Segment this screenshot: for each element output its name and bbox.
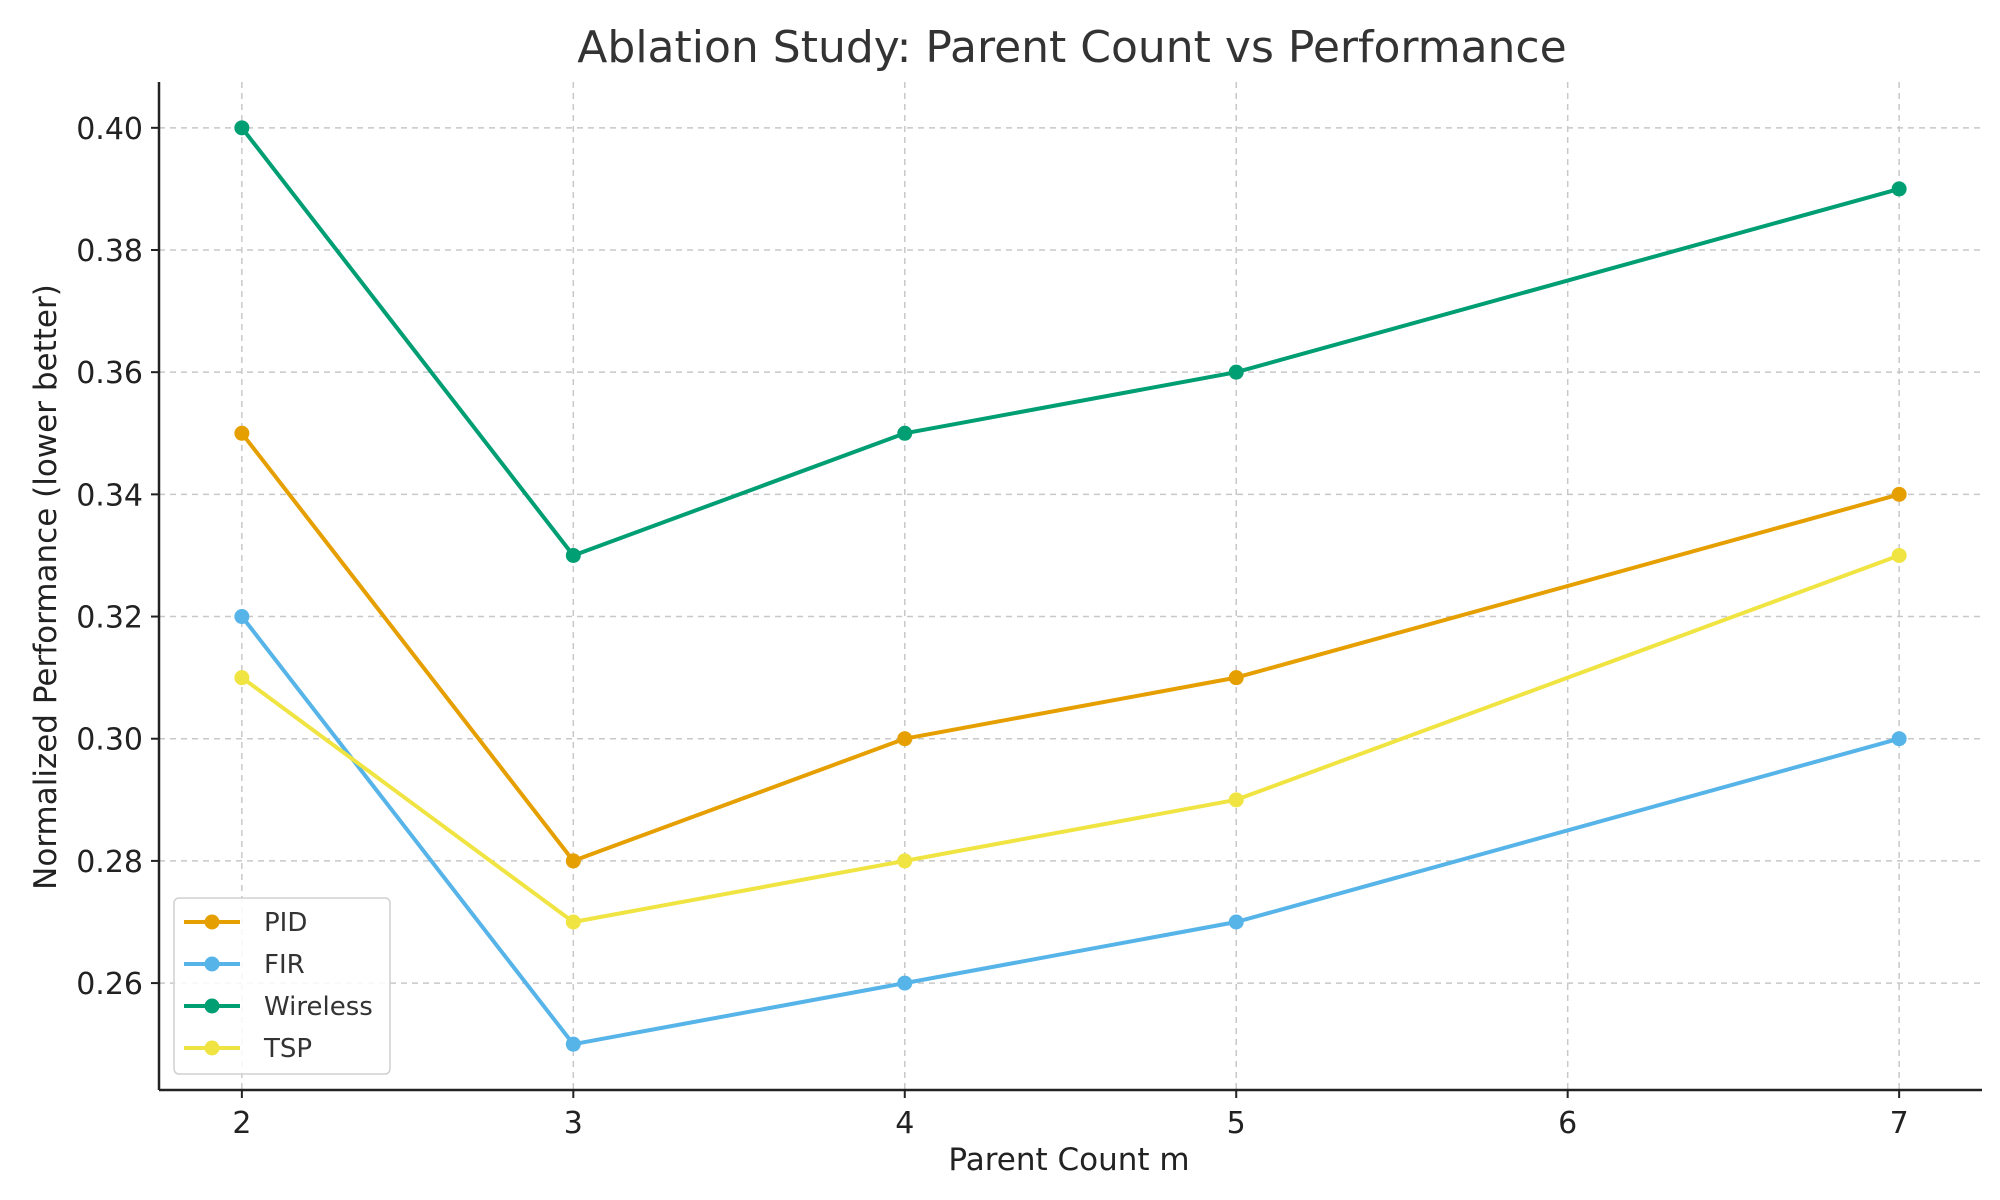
data-point-tsp <box>1891 547 1907 563</box>
y-tick-label: 0.40 <box>76 112 143 147</box>
x-tick-label: 4 <box>895 1106 914 1141</box>
legend-box <box>173 897 391 1075</box>
legend-item-pid: PID <box>184 908 307 938</box>
axes: 2 3 4 5 6 7 0.26 0.28 0.30 0.32 0.34 0.36 0.38 0.40 <box>76 82 1982 1141</box>
x-tick-label: 5 <box>1227 1106 1246 1141</box>
data-point-wireless <box>897 425 913 441</box>
legend-marker-fir <box>204 956 220 972</box>
chart-title: Ablation Study: Parent Count vs Performa… <box>577 22 1566 73</box>
data-point-pid <box>1891 486 1907 502</box>
data-point-wireless <box>565 547 581 563</box>
data-point-pid <box>234 425 250 441</box>
series-pid <box>234 425 1907 869</box>
legend-marker-wireless <box>204 998 220 1014</box>
legend-item-tsp: TSP <box>184 1034 312 1064</box>
legend-label-wireless: Wireless <box>264 992 373 1022</box>
series-line-wireless <box>240 126 1900 558</box>
legend-label-tsp: TSP <box>263 1034 312 1064</box>
series-wireless <box>234 120 1907 563</box>
data-point-wireless <box>1228 364 1244 380</box>
x-tick-label: 3 <box>564 1106 583 1141</box>
legend-label-pid: PID <box>264 908 307 938</box>
series-fir <box>234 609 1907 1052</box>
series-layer <box>234 120 1907 1052</box>
grid <box>159 82 1982 1090</box>
y-tick-label: 0.34 <box>76 478 143 513</box>
legend-item-fir: FIR <box>184 950 305 980</box>
series-tsp <box>234 547 1907 930</box>
data-point-wireless <box>234 120 250 136</box>
data-point-pid <box>565 853 581 869</box>
data-point-fir <box>565 1036 581 1052</box>
data-point-tsp <box>1228 792 1244 808</box>
y-tick-label: 0.28 <box>76 845 143 880</box>
data-point-pid <box>897 731 913 747</box>
x-tick-label: 6 <box>1558 1106 1577 1141</box>
x-axis-label: Parent Count m <box>948 1142 1189 1178</box>
data-point-pid <box>1228 670 1244 686</box>
legend-items: PID FIR Wireless TSP <box>184 908 373 1064</box>
x-tick-label: 7 <box>1890 1106 1909 1141</box>
y-tick-label: 0.38 <box>76 234 143 269</box>
y-tick-label: 0.32 <box>76 601 143 636</box>
data-point-fir <box>234 609 250 625</box>
legend-label-fir: FIR <box>264 950 305 980</box>
legend: PID FIR Wireless TSP <box>173 897 391 1075</box>
data-point-tsp <box>897 853 913 869</box>
data-point-wireless <box>1891 181 1907 197</box>
legend-marker-pid <box>204 914 220 930</box>
data-point-fir <box>897 975 913 991</box>
data-point-tsp <box>565 914 581 930</box>
data-point-fir <box>1891 731 1907 747</box>
y-tick-label: 0.26 <box>76 967 143 1002</box>
x-tick-label: 2 <box>232 1106 251 1141</box>
legend-item-wireless: Wireless <box>184 992 373 1022</box>
y-axis-label: Normalized Performance (lower better) <box>28 284 64 890</box>
legend-marker-tsp <box>204 1040 220 1056</box>
y-tick-label: 0.36 <box>76 356 143 391</box>
data-point-fir <box>1228 914 1244 930</box>
y-tick-label: 0.30 <box>76 723 143 758</box>
data-point-tsp <box>234 670 250 686</box>
